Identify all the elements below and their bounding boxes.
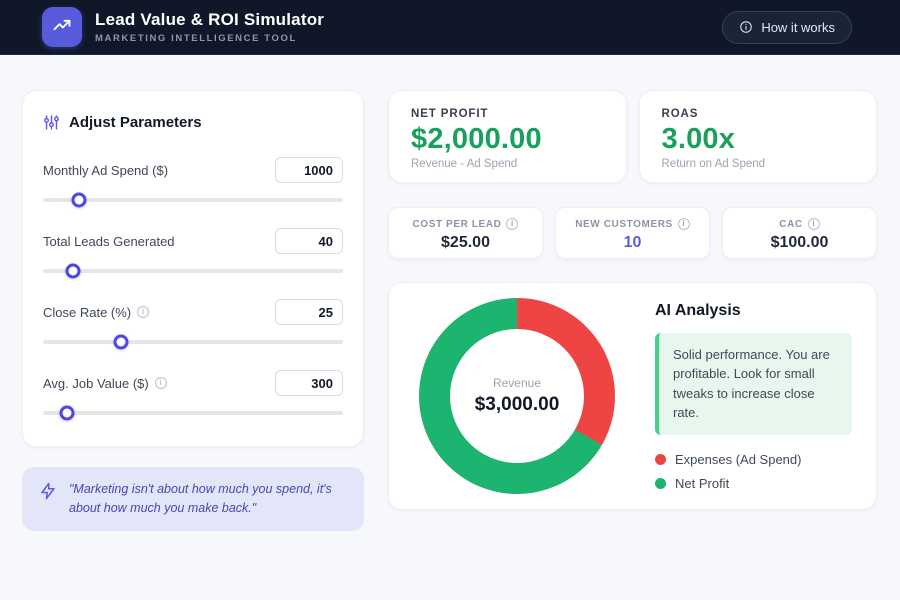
slider-track (43, 269, 343, 273)
param-label: Total Leads Generated (43, 233, 175, 249)
brand-text: Lead Value & ROI Simulator MARKETING INT… (95, 10, 324, 44)
net-profit-value: $2,000.00 (411, 123, 542, 155)
slider-track (43, 198, 343, 202)
main-content: Adjust Parameters Monthly Ad Spend ($) T… (0, 55, 900, 531)
ai-analysis-message: Solid performance. You are profitable. L… (655, 332, 852, 435)
legend-label: Expenses (Ad Spend) (675, 451, 802, 467)
donut-chart-wrap: Revenue $3,000.00 (419, 298, 615, 494)
donut-center-label: Revenue (492, 376, 542, 390)
param-label: Monthly Ad Spend ($) (43, 162, 169, 178)
cac-value: $100.00 (770, 234, 829, 251)
legend-item-net-profit: Net Profit (655, 476, 852, 491)
param-avg-job-value: Avg. Job Value ($) i (43, 370, 343, 421)
total-leads-input[interactable] (275, 228, 343, 254)
legend-item-expenses: Expenses (Ad Spend) (655, 452, 852, 467)
marketing-quote: "Marketing isn't about how much you spen… (22, 467, 364, 531)
slider-track (43, 340, 343, 344)
app-subtitle: MARKETING INTELLIGENCE TOOL (95, 33, 297, 44)
close-rate-input[interactable] (275, 299, 343, 325)
lightning-bolt-icon (39, 482, 57, 500)
new-customers-card: NEW CUSTOMERS i 10 (555, 207, 710, 259)
param-label: Close Rate (%) (43, 304, 132, 320)
kpi-row: NET PROFIT $2,000.00 Revenue - Ad Spend … (388, 90, 877, 183)
cac-label: CAC (779, 218, 803, 230)
app-header: Lead Value & ROI Simulator MARKETING INT… (0, 0, 900, 55)
monthly-ad-spend-slider[interactable] (43, 192, 343, 208)
app-title: Lead Value & ROI Simulator (95, 10, 325, 29)
cac-card: CAC i $100.00 (722, 207, 877, 259)
slider-track (43, 411, 343, 415)
slider-thumb[interactable] (113, 334, 129, 350)
trending-up-icon (52, 15, 72, 40)
total-leads-slider[interactable] (43, 263, 343, 279)
net-profit-card: NET PROFIT $2,000.00 Revenue - Ad Spend (388, 90, 627, 183)
quote-text: "Marketing isn't about how much you spen… (69, 482, 332, 515)
info-icon[interactable]: i (677, 218, 690, 230)
sliders-icon (43, 114, 60, 131)
chart-legend: Expenses (Ad Spend) Net Profit (655, 452, 852, 491)
ai-analysis-section: AI Analysis Solid performance. You are p… (655, 302, 852, 491)
legend-label: Net Profit (675, 475, 730, 491)
slider-thumb[interactable] (59, 405, 75, 421)
cost-per-lead-value: $25.00 (441, 234, 490, 251)
brand: Lead Value & ROI Simulator MARKETING INT… (42, 7, 324, 47)
right-column: NET PROFIT $2,000.00 Revenue - Ad Spend … (388, 90, 877, 531)
param-total-leads: Total Leads Generated (43, 228, 343, 279)
roas-card: ROAS 3.00x Return on Ad Spend (638, 90, 877, 183)
net-profit-label: NET PROFIT (411, 108, 489, 120)
new-customers-value: 10 (623, 234, 642, 251)
ai-analysis-title: AI Analysis (655, 301, 741, 319)
info-icon[interactable]: i (154, 377, 167, 389)
slider-thumb[interactable] (65, 263, 81, 279)
stats-row: COST PER LEAD i $25.00 NEW CUSTOMERS i 1… (388, 207, 877, 259)
param-monthly-ad-spend: Monthly Ad Spend ($) (43, 157, 343, 208)
how-it-works-label: How it works (761, 19, 835, 35)
info-icon (739, 20, 753, 34)
avg-job-value-slider[interactable] (43, 405, 343, 421)
legend-dot-red (655, 453, 666, 465)
close-rate-slider[interactable] (43, 334, 343, 350)
legend-dot-green (655, 477, 666, 489)
revenue-breakdown-card: Revenue $3,000.00 AI Analysis Solid perf… (388, 282, 877, 510)
net-profit-subtitle: Revenue - Ad Spend (411, 158, 518, 170)
roas-label: ROAS (661, 108, 699, 120)
info-icon[interactable]: i (807, 218, 820, 230)
adjust-parameters-panel: Adjust Parameters Monthly Ad Spend ($) T… (22, 90, 364, 447)
param-close-rate: Close Rate (%) i (43, 299, 343, 350)
panel-title: Adjust Parameters (69, 113, 202, 131)
left-column: Adjust Parameters Monthly Ad Spend ($) T… (22, 90, 364, 531)
info-icon[interactable]: i (506, 218, 519, 230)
monthly-ad-spend-input[interactable] (275, 157, 343, 183)
how-it-works-button[interactable]: How it works (722, 10, 852, 44)
cost-per-lead-label: COST PER LEAD (412, 218, 502, 230)
roas-value: 3.00x (661, 123, 736, 155)
roas-subtitle: Return on Ad Spend (661, 158, 766, 170)
donut-center-value: $3,000.00 (474, 394, 560, 415)
new-customers-label: NEW CUSTOMERS (575, 218, 673, 230)
panel-header: Adjust Parameters (43, 111, 343, 133)
avg-job-value-input[interactable] (275, 370, 343, 396)
param-label: Avg. Job Value ($) (43, 375, 149, 391)
cost-per-lead-card: COST PER LEAD i $25.00 (388, 207, 543, 259)
donut-center: Revenue $3,000.00 (450, 329, 584, 463)
info-icon[interactable]: i (137, 306, 150, 318)
slider-thumb[interactable] (71, 192, 87, 208)
app-logo (42, 7, 82, 47)
